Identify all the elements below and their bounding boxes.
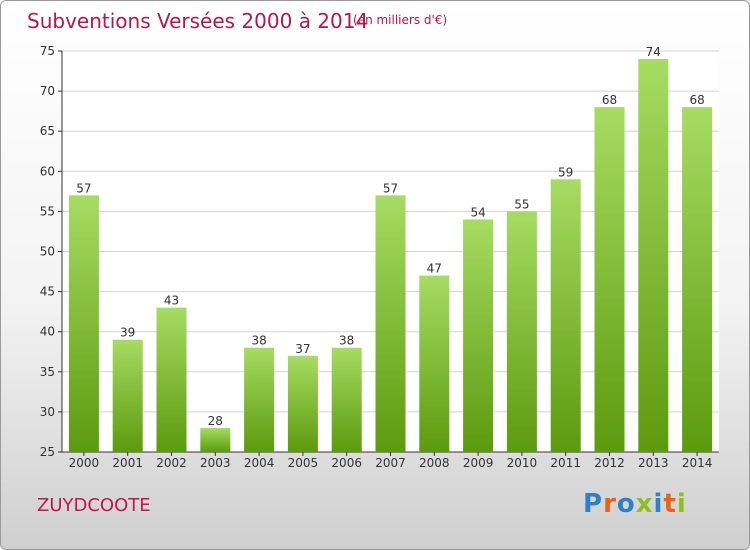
x-tick-label: 2006 xyxy=(331,456,362,470)
data-label: 39 xyxy=(120,326,135,340)
bar-2001 xyxy=(112,339,143,452)
y-tick-label: 35 xyxy=(40,365,55,379)
bar-2010 xyxy=(506,211,537,452)
bar-2009 xyxy=(463,219,494,452)
data-label: 59 xyxy=(558,165,573,179)
data-label: 74 xyxy=(646,45,661,59)
y-tick-label: 25 xyxy=(40,445,55,459)
logo-letter: r xyxy=(603,489,617,519)
logo-letter: x xyxy=(635,489,654,519)
x-tick-label: 2002 xyxy=(156,456,187,470)
data-label: 28 xyxy=(208,414,223,428)
data-label: 68 xyxy=(602,93,617,107)
data-label: 47 xyxy=(427,262,442,276)
bars xyxy=(68,59,713,453)
bar-2004 xyxy=(244,347,275,452)
y-tick-label: 30 xyxy=(40,405,55,419)
bar-2007 xyxy=(375,195,406,453)
logo-letter: i xyxy=(653,489,664,519)
data-label: 55 xyxy=(514,197,529,211)
data-label: 54 xyxy=(470,205,485,219)
data-label: 37 xyxy=(295,342,310,356)
x-tick-label: 2000 xyxy=(69,456,100,470)
bar-2003 xyxy=(200,427,231,452)
bar-2005 xyxy=(287,355,318,452)
x-tick-label: 2012 xyxy=(594,456,625,470)
x-tick-label: 2014 xyxy=(682,456,713,470)
logo-letter: i xyxy=(676,489,687,519)
y-tick-label: 70 xyxy=(40,84,55,98)
bar-2002 xyxy=(156,307,187,452)
bar-2006 xyxy=(331,347,362,452)
data-label: 38 xyxy=(339,334,354,348)
x-tick-label: 2005 xyxy=(288,456,319,470)
x-tick-label: 2010 xyxy=(507,456,538,470)
logo-letter: t xyxy=(663,489,677,519)
y-tick-label: 55 xyxy=(40,204,55,218)
y-tick-label: 45 xyxy=(40,285,55,299)
data-label: 38 xyxy=(251,334,266,348)
logo-letter: o xyxy=(616,489,636,519)
data-label: 57 xyxy=(76,181,91,195)
chart-subtitle: (en milliers d'€) xyxy=(353,13,448,27)
x-tick-label: 2013 xyxy=(638,456,669,470)
chart-title: Subventions Versées 2000 à 2014 xyxy=(27,9,369,33)
bar-2014 xyxy=(682,107,713,452)
proxiti-logo: Proxiti xyxy=(583,489,687,519)
x-tick-label: 2011 xyxy=(550,456,581,470)
bar-2012 xyxy=(594,107,625,452)
x-tick-label: 2008 xyxy=(419,456,450,470)
data-label: 68 xyxy=(689,93,704,107)
y-tick-label: 50 xyxy=(40,245,55,259)
y-tick-label: 60 xyxy=(40,164,55,178)
bar-2013 xyxy=(638,59,669,453)
x-tick-label: 2004 xyxy=(244,456,275,470)
y-tick-label: 65 xyxy=(40,124,55,138)
data-label: 43 xyxy=(164,294,179,308)
labels: 57 39 43 28 38 37 38 57 47 54 55 59 68 74 68 xyxy=(76,45,704,428)
x-tick-label: 2003 xyxy=(200,456,231,470)
y-tick-label: 40 xyxy=(40,325,55,339)
bar-2008 xyxy=(419,275,450,452)
bar-2000 xyxy=(68,195,99,453)
x-tick-label: 2007 xyxy=(375,456,406,470)
logo-letter: P xyxy=(583,489,604,519)
x-tick-label: 2001 xyxy=(112,456,143,470)
x-tick-label: 2009 xyxy=(463,456,494,470)
commune-name: ZUYDCOOTE xyxy=(37,495,151,516)
y-tick-label: 75 xyxy=(40,44,55,58)
bar-2011 xyxy=(550,179,581,452)
data-label: 57 xyxy=(383,181,398,195)
